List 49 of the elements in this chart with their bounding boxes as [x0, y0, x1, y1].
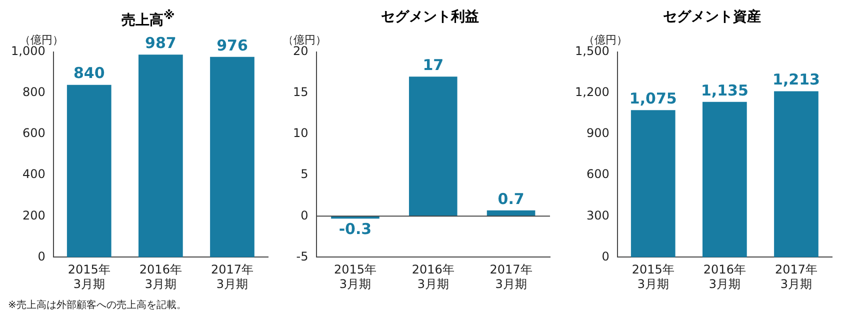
x-tick-label: 2015年 3月期	[334, 262, 376, 291]
y-axis-title: （億円）	[583, 33, 628, 46]
y-tick-label: 900	[586, 126, 610, 140]
bar	[774, 91, 818, 258]
y-tick-label: 10	[292, 126, 308, 140]
text: ※売上高は外部顧客への売上高を記載。	[8, 298, 188, 312]
y-tick-label: 0	[38, 249, 46, 264]
y-tick-label: 800	[22, 85, 46, 100]
chart-title: 売上高$^{※}$	[120, 8, 176, 29]
data-label: 1,135	[700, 81, 748, 100]
y-axis-title: （億円）	[19, 33, 64, 46]
x-tick-label: 2017年 3月期	[210, 262, 254, 291]
x-tick-label: 2017年 3月期	[774, 262, 818, 291]
x-tick-label: 2015年 3月期	[68, 262, 110, 291]
data-label: 1,075	[629, 90, 677, 108]
x-tick-label: 2017年 3月期	[490, 262, 532, 291]
chart-title: セグメント資産	[662, 8, 762, 27]
y-tick-label: 600	[586, 167, 610, 182]
data-label: 987	[145, 34, 176, 52]
y-tick-label: 20	[292, 44, 308, 58]
y-tick-label: 1,200	[574, 85, 610, 100]
y-tick-label: 1,500	[574, 44, 610, 58]
x-tick-label: 2015年 3月期	[632, 262, 674, 291]
y-tick-label: -5	[296, 249, 308, 264]
y-tick-label: 1,000	[10, 44, 46, 58]
data-label: 17	[422, 56, 444, 74]
y-tick-label: 300	[586, 208, 610, 222]
data-label: -0.3	[338, 220, 372, 238]
y-tick-label: 0	[602, 249, 610, 264]
x-tick-label: 2016年 3月期	[703, 262, 746, 291]
y-tick-label: 200	[22, 208, 46, 222]
bar	[210, 56, 254, 258]
y-tick-label: 0	[300, 208, 308, 222]
x-tick-label: 2016年 3月期	[412, 262, 454, 291]
bar	[702, 102, 747, 258]
data-label: 0.7	[498, 190, 524, 208]
y-tick-label: 15	[292, 85, 308, 100]
chart-title: セグメント利益	[380, 8, 480, 27]
data-label: 840	[73, 64, 105, 82]
y-tick-label: 5	[300, 167, 308, 182]
x-tick-label: 2016年 3月期	[139, 262, 182, 291]
bar	[408, 76, 458, 216]
data-label: 976	[216, 36, 248, 54]
y-tick-label: 400	[22, 167, 46, 182]
bar	[630, 110, 676, 258]
y-tick-label: 600	[22, 126, 46, 140]
bar	[66, 84, 112, 258]
bar	[138, 54, 183, 258]
data-label: 1,213	[772, 70, 820, 89]
